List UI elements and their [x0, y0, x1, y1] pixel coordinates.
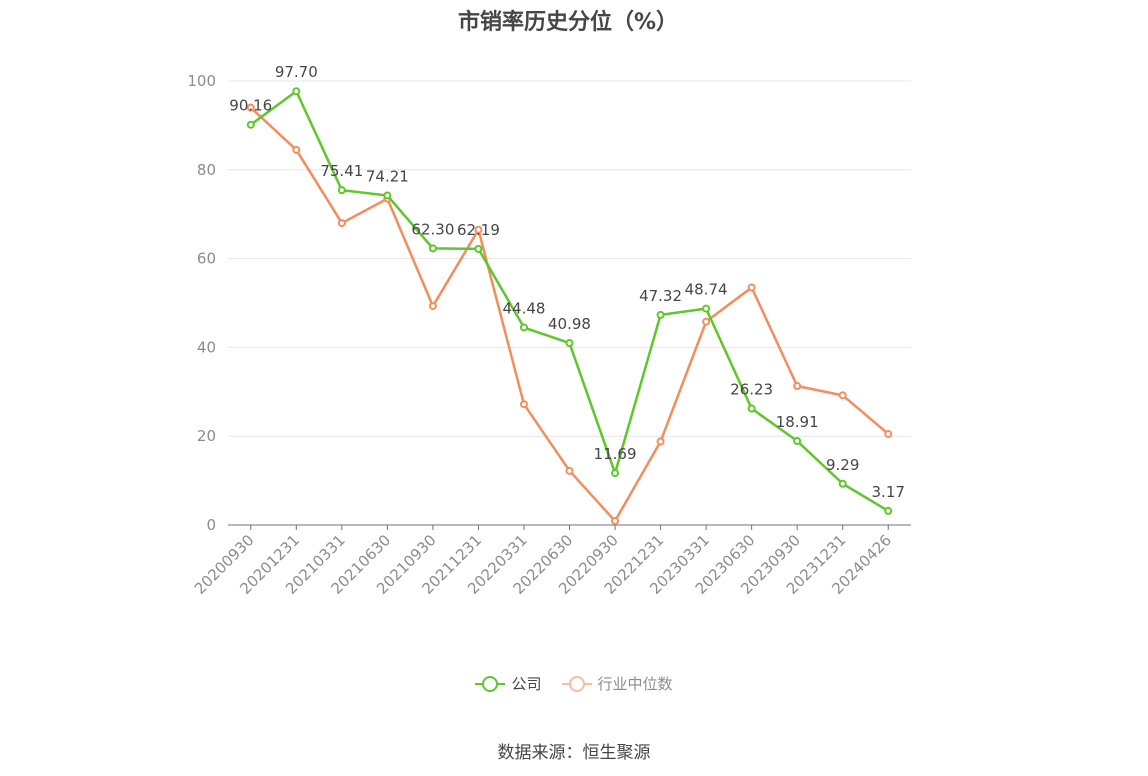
- series-0-point: [519, 323, 528, 332]
- series-1-point: [337, 219, 346, 228]
- series-1-point: [611, 517, 620, 526]
- data-label: 44.48: [502, 300, 545, 318]
- series-0-point: [747, 404, 756, 413]
- series-1-point: [702, 317, 711, 326]
- data-label: 62.30: [411, 220, 454, 238]
- series-0-point: [884, 506, 893, 515]
- series-0-point: [474, 244, 483, 253]
- series-0-point: [383, 191, 392, 200]
- data-label: 40.98: [548, 315, 591, 333]
- series-0-point: [702, 304, 711, 313]
- series-0-point: [565, 339, 574, 348]
- data-label: 26.23: [730, 381, 773, 399]
- series-0-point: [246, 120, 255, 129]
- series-1-point: [838, 391, 847, 400]
- series-0-point: [337, 186, 346, 195]
- series-1-point: [246, 103, 255, 112]
- series-0-point: [611, 469, 620, 478]
- legend-swatch-company-icon: [475, 675, 506, 692]
- series-1-point: [428, 302, 437, 311]
- grid-layer: [228, 80, 911, 437]
- data-label: 47.32: [639, 287, 682, 305]
- legend: 公司 行业中位数: [0, 673, 1148, 694]
- legend-label-industry-median: 行业中位数: [597, 675, 673, 693]
- series-1-point: [747, 283, 756, 292]
- series-0-point: [428, 244, 437, 253]
- legend-item-industry-median[interactable]: 行业中位数: [561, 673, 673, 694]
- data-label: 11.69: [594, 445, 637, 463]
- series-1-point: [793, 382, 802, 391]
- y-tick-label: 100: [187, 72, 216, 90]
- series-1-point: [474, 225, 483, 234]
- series-0-point: [793, 437, 802, 446]
- data-label: 9.29: [826, 456, 859, 474]
- series-1-point: [884, 429, 893, 438]
- y-tick-label: 0: [206, 516, 216, 534]
- data-label: 90.16: [229, 97, 272, 115]
- data-label: 75.41: [320, 162, 363, 180]
- series-1-point: [656, 437, 665, 446]
- data-label: 62.19: [457, 221, 500, 239]
- series-0-point: [656, 310, 665, 319]
- data-label: 74.21: [366, 168, 409, 186]
- chart-title: 市销率历史分位（%）: [457, 10, 679, 35]
- legend-label-company: 公司: [511, 675, 542, 693]
- series-line-0: [250, 89, 889, 512]
- series-1-point: [292, 145, 301, 154]
- y-tick-label: 40: [197, 338, 216, 356]
- data-label: 48.74: [685, 281, 728, 299]
- data-label: 3.17: [872, 483, 905, 501]
- y-tick-label: 80: [197, 161, 216, 179]
- series-1-point: [519, 400, 528, 409]
- legend-swatch-industry-icon: [561, 675, 592, 692]
- series-0-point: [292, 87, 301, 96]
- series-1-point: [565, 466, 574, 475]
- data-label: 97.70: [275, 63, 318, 81]
- y-tick-label: 60: [197, 250, 216, 268]
- y-tick-label: 20: [197, 427, 216, 445]
- series-layer: [246, 87, 893, 526]
- series-0-point: [838, 479, 847, 488]
- legend-item-company[interactable]: 公司: [475, 673, 542, 694]
- data-source: 数据来源：恒生聚源: [497, 743, 651, 763]
- data-label: 18.91: [776, 413, 819, 431]
